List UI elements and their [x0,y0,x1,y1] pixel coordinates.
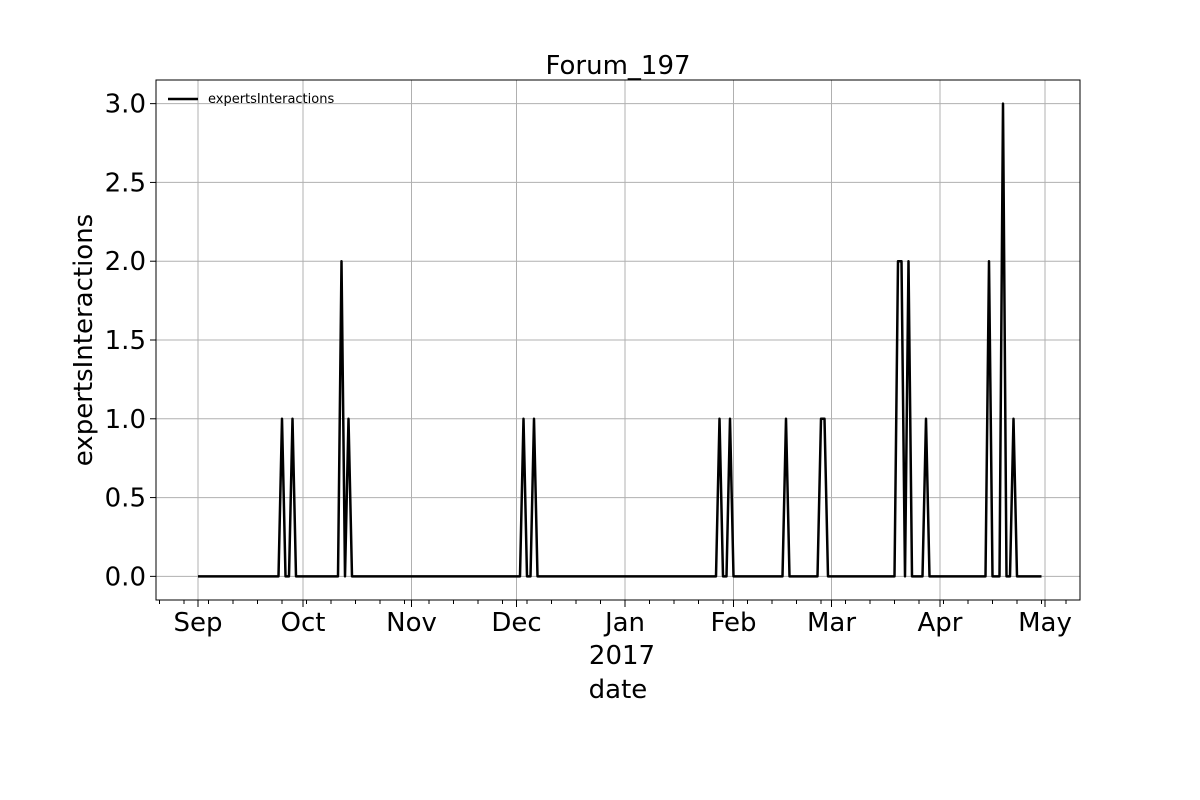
x-axis-year-label: 2017 [589,641,655,671]
series-lines [198,102,1042,578]
x-tick-label: Dec [491,608,541,638]
x-axis-label: date [589,675,648,705]
grid [156,80,1080,600]
y-axis-label: expertsInteractions [69,214,99,466]
y-tick-label: 1.0 [105,405,146,435]
y-tick-label: 0.5 [105,484,146,514]
tick-labels: 0.0 0.5 1.0 1.5 2.0 2.5 3.0 Sep Oct Nov Dec Jan Feb M… [105,90,1072,638]
x-tick-label: Feb [710,608,756,638]
y-tick-label: 3.0 [105,90,146,120]
chart-title: Forum_197 [545,51,690,81]
x-tick-label: Apr [918,608,963,638]
axis-ticks [150,103,1067,607]
legend-label: expertsInteractions [208,92,334,107]
x-tick-label: Nov [386,608,437,638]
x-tick-label: Jan [603,608,645,638]
x-tick-label: Oct [281,608,326,638]
y-tick-label: 0.0 [105,562,146,592]
series-line [198,102,1042,578]
x-tick-label: May [1018,608,1072,638]
y-tick-label: 1.5 [105,326,146,356]
x-tick-label: Mar [807,608,856,638]
y-tick-label: 2.5 [105,168,146,198]
legend: expertsInteractions [168,92,334,107]
y-tick-label: 2.0 [105,247,146,277]
x-tick-label: Sep [173,608,222,638]
